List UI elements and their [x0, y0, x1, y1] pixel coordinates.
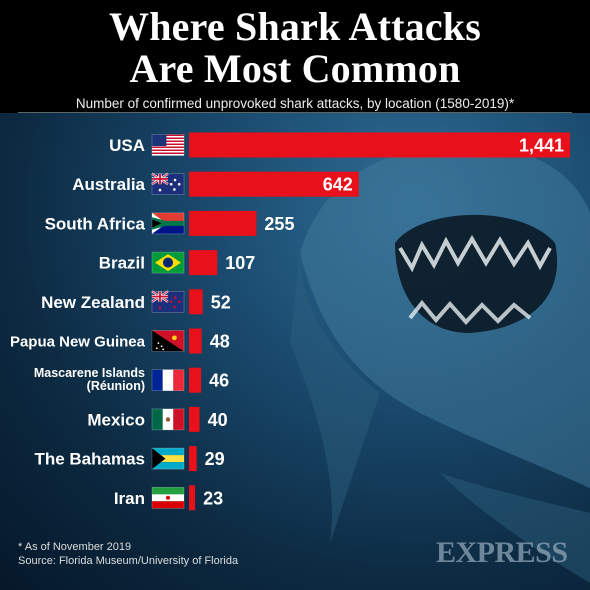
source-note: Source: Florida Museum/University of Flo… — [18, 555, 239, 567]
value-label-mexico: 40 — [208, 410, 228, 430]
brand-logo: EXPRESS — [436, 536, 568, 569]
bar-iran — [189, 485, 196, 511]
category-label-south-africa: South Africa — [45, 214, 146, 233]
value-label-papua-new-guinea: 48 — [210, 332, 230, 352]
bar-mascarene-islands-r-union — [189, 367, 202, 393]
category-label-the-bahamas: The Bahamas — [34, 450, 145, 469]
category-label-text: Iran — [114, 489, 145, 508]
bar-papua-new-guinea — [189, 328, 202, 354]
category-label-australia: Australia — [72, 175, 145, 194]
title-line-2: Are Most Common — [129, 46, 461, 91]
category-label-text: The Bahamas — [34, 450, 145, 469]
value-label-south-africa: 255 — [264, 214, 294, 234]
bar-south-africa — [189, 210, 257, 236]
bar-row-south-africa: South Africa 255 — [45, 210, 294, 236]
category-label-mexico: Mexico — [87, 410, 145, 429]
south-africa-flag-icon — [151, 212, 185, 235]
category-label-papua-new-guinea: Papua New Guinea — [10, 333, 146, 350]
bar-australia — [189, 171, 359, 197]
bar-row-mascarene-islands-r-union: Mascarene Islands(Réunion) 46 — [34, 366, 229, 393]
mexico-flag-icon — [151, 408, 185, 431]
category-label-line: Mascarene Islands — [34, 366, 145, 380]
bar-row-usa: USA 1,441 — [109, 132, 570, 158]
chart-title: Where Shark Attacks Are Most Common — [0, 6, 590, 90]
value-label-new-zealand: 52 — [211, 292, 231, 312]
category-label-text: USA — [109, 136, 145, 155]
bar-row-australia: Australia 642 — [72, 171, 359, 197]
category-label-mascarene-islands-r-union: Mascarene Islands(Réunion) — [34, 366, 145, 393]
bar-the-bahamas — [189, 446, 197, 472]
value-label-brazil: 107 — [225, 253, 255, 273]
bahamas-flag-icon — [151, 447, 185, 470]
category-label-line: (Réunion) — [87, 379, 145, 393]
value-label-the-bahamas: 29 — [205, 449, 225, 469]
usa-flag-icon — [151, 134, 185, 156]
iran-flag-icon — [151, 486, 185, 509]
australia-flag-icon — [151, 172, 185, 196]
bar-row-papua-new-guinea: Papua New Guinea 48 — [10, 328, 230, 354]
value-label-mascarene-islands-r-union: 46 — [209, 371, 229, 391]
title-line-1: Where Shark Attacks — [109, 4, 481, 49]
category-label-text: New Zealand — [41, 293, 145, 312]
bar-chart: USA 1,441 Australia 642 South Africa 255 Brazi… — [10, 132, 590, 583]
bar-row-the-bahamas: The Bahamas 29 — [34, 446, 225, 472]
bar-row-brazil: Brazil 107 — [99, 250, 255, 276]
category-label-text: Papua New Guinea — [10, 333, 146, 350]
category-label-text: Brazil — [99, 254, 145, 273]
bar-usa — [189, 132, 570, 158]
brazil-flag-icon — [151, 251, 185, 274]
footnote-block: * As of November 2019 Source: Florida Mu… — [18, 540, 238, 568]
bar-new-zealand — [189, 289, 203, 315]
new-zealand-flag-icon — [151, 290, 185, 313]
bar-row-mexico: Mexico 40 — [87, 406, 228, 432]
category-label-new-zealand: New Zealand — [41, 293, 145, 312]
category-label-usa: USA — [109, 136, 145, 155]
bar-brazil — [189, 250, 218, 276]
bar-mexico — [189, 406, 200, 432]
category-label-text: South Africa — [45, 214, 146, 233]
header-divider — [18, 112, 572, 113]
category-label-brazil: Brazil — [99, 254, 145, 273]
footnote: * As of November 2019 — [18, 541, 132, 553]
papua-new-guinea-flag-icon — [151, 330, 185, 352]
shark-illustration — [290, 146, 590, 583]
bar-row-iran: Iran 23 — [114, 485, 223, 511]
chart-area: USA 1,441 Australia 642 South Africa 255 Brazi… — [0, 113, 590, 590]
category-label-text: Mexico — [87, 410, 145, 429]
chart-subtitle: Number of confirmed unprovoked shark att… — [75, 96, 515, 111]
value-label-usa: 1,441 — [519, 136, 564, 156]
category-label-text: Australia — [72, 175, 145, 194]
value-label-iran: 23 — [203, 488, 223, 508]
header: Where Shark Attacks Are Most Common Numb… — [0, 0, 590, 112]
category-label-iran: Iran — [114, 489, 145, 508]
france-flag-icon — [151, 369, 185, 392]
bar-row-new-zealand: New Zealand 52 — [41, 289, 231, 315]
value-label-australia: 642 — [323, 175, 353, 195]
